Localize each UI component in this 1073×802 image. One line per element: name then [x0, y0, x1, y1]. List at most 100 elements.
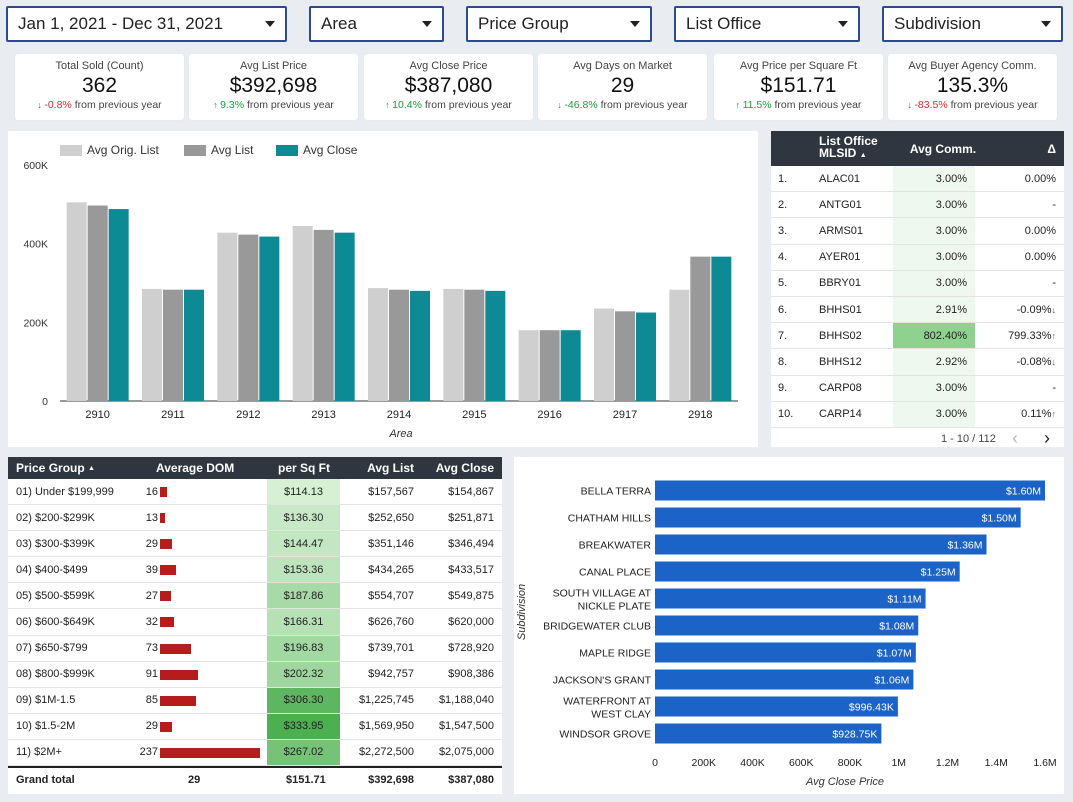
delta-cell: 0.00% — [1025, 245, 1056, 270]
legend-label: Avg List — [211, 143, 254, 157]
header-per-sq-ft[interactable]: per Sq Ft — [278, 461, 331, 475]
chevron-down-icon — [838, 21, 848, 27]
header-average-dom[interactable]: Average DOM — [156, 461, 235, 475]
kpi-title: Total Sold (Count) — [55, 60, 144, 72]
per-sqft: $333.95 — [267, 713, 340, 739]
area-filter[interactable]: Area — [309, 6, 444, 42]
bar — [655, 507, 1021, 528]
delta-value: -0.09% — [1016, 303, 1052, 316]
table-row[interactable]: 7. BHHS02 802.40% 799.33% ↑ — [771, 323, 1064, 350]
table-row[interactable]: 10. CARP14 3.00% 0.11% ↑ — [771, 401, 1064, 428]
office-id: ANTG01 — [819, 198, 862, 211]
y-tick-label: BELLA TERRA — [581, 486, 651, 498]
avg-comm: 3.00% — [893, 166, 975, 192]
kpi-title: Avg Price per Square Ft — [739, 60, 858, 72]
table-row[interactable]: 2. ANTG01 3.00% - — [771, 192, 1064, 219]
avg-close: $620,000 — [448, 616, 494, 629]
delta-cell: - — [1052, 192, 1056, 217]
x-axis-title: Area — [388, 428, 412, 440]
table-row[interactable]: 11) $2M+ 237 $267.02 $2,272,500 $2,075,000 — [8, 739, 502, 767]
bar — [464, 289, 485, 401]
kpi-title: Avg Days on Market — [573, 60, 672, 72]
subdivision-filter-label: Subdivision — [894, 14, 981, 33]
dom-value: 237 — [139, 746, 158, 759]
x-tick-label: 2916 — [537, 409, 561, 421]
delta-cell: - — [1052, 271, 1056, 296]
avg-comm: 3.00% — [893, 218, 975, 244]
kpi-delta-value: 9.3% — [220, 99, 245, 111]
kpi-delta-value: 10.4% — [392, 99, 422, 111]
kpi-card: Avg List Price $392,698 ↑ 9.3% from previo… — [189, 54, 358, 120]
avg-list: $554,707 — [368, 589, 414, 602]
bar — [410, 290, 430, 401]
table-row[interactable]: 04) $400-$499 39 $153.36 $434,265 $433,517 — [8, 557, 502, 584]
table-row[interactable]: 8. BHHS12 2.92% -0.08% ↓ — [771, 349, 1064, 376]
row-number: 1. — [778, 172, 788, 185]
bar — [655, 480, 1045, 501]
table-row[interactable]: 01) Under $199,999 16 $114.13 $157,567 $154,… — [8, 479, 502, 506]
area-filter-label: Area — [321, 14, 357, 33]
date-range-filter[interactable]: Jan 1, 2021 - Dec 31, 2021 — [6, 6, 287, 42]
bar — [443, 288, 464, 401]
header-price-group[interactable]: Price Group — [16, 461, 85, 475]
chevron-down-icon — [422, 21, 432, 27]
avg-close: $1,188,040 — [438, 694, 494, 707]
per-sqft: $187.86 — [267, 583, 340, 609]
avg-close: $728,920 — [448, 642, 494, 655]
header-mlsid[interactable]: MLSID — [819, 146, 857, 160]
kpi-value: $387,080 — [404, 74, 493, 97]
y-tick-label: NICKLE PLATE — [578, 601, 651, 613]
header-avg-list[interactable]: Avg List — [367, 461, 414, 475]
bar-data-label: $996.43K — [849, 702, 894, 714]
header-avg-comm[interactable]: Avg Comm. — [909, 141, 977, 156]
header-delta[interactable]: Δ — [1047, 141, 1056, 156]
y-tick-label: 0 — [42, 396, 48, 408]
office-id: BHHS12 — [819, 355, 862, 368]
table-row[interactable]: 07) $650-$799 73 $196.83 $739,701 $728,920 — [8, 635, 502, 662]
kpi-card: Avg Price per Square Ft $151.71 ↑ 11.5% fr… — [714, 54, 883, 120]
dom-bar — [160, 643, 191, 654]
table-row[interactable]: 08) $800-$999K 91 $202.32 $942,757 $908,386 — [8, 661, 502, 688]
table-row[interactable]: 02) $200-$299K 13 $136.30 $252,650 $251,871 — [8, 505, 502, 532]
bar — [655, 696, 898, 717]
price-group-filter[interactable]: Price Group — [466, 6, 652, 42]
bar-data-label: $1.06M — [874, 675, 909, 687]
next-page-icon[interactable]: › — [1044, 427, 1050, 448]
avg-list: $942,757 — [368, 668, 414, 681]
bar — [655, 642, 916, 663]
price-group-label: 03) $300-$399K — [16, 537, 95, 550]
table-row[interactable]: 06) $600-$649K 32 $166.31 $626,760 $620,000 — [8, 609, 502, 636]
table-row[interactable]: 6. BHHS01 2.91% -0.09% ↓ — [771, 296, 1064, 324]
avg-close: $346,494 — [448, 537, 494, 550]
kpi-delta-suffix: from previous year — [74, 99, 162, 111]
header-avg-close[interactable]: Avg Close — [435, 461, 494, 475]
y-tick-label: SOUTH VILLAGE AT — [553, 588, 652, 600]
subdivision-filter[interactable]: Subdivision — [882, 6, 1063, 42]
list-office-filter[interactable]: List Office — [674, 6, 860, 42]
prev-page-icon[interactable]: ‹ — [1012, 427, 1018, 448]
table-row[interactable]: 9. CARP08 3.00% - — [771, 375, 1064, 402]
sort-asc-icon: ▲ — [88, 464, 95, 472]
table-row[interactable]: 03) $300-$399K 29 $144.47 $351,146 $346,494 — [8, 531, 502, 558]
table-row[interactable]: 4. AYER01 3.00% 0.00% — [771, 244, 1064, 271]
office-id: BBRY01 — [819, 277, 861, 290]
table-row[interactable]: 3. ARMS01 3.00% 0.00% — [771, 218, 1064, 245]
bar — [655, 588, 926, 609]
dom-bar — [160, 721, 173, 732]
table-row[interactable]: 5. BBRY01 3.00% - — [771, 270, 1064, 297]
header-list-office[interactable]: List Office — [819, 134, 878, 148]
avg-list: $2,272,500 — [358, 746, 414, 759]
pagination-label: 1 - 10 / 112 — [941, 432, 996, 445]
per-sqft: $153.36 — [267, 557, 340, 583]
avg-comm: 3.00% — [893, 375, 975, 401]
dom-value: 85 — [145, 694, 158, 707]
bar — [217, 232, 238, 401]
table-row[interactable]: 1. ALAC01 3.00% 0.00% — [771, 166, 1064, 193]
bar — [389, 289, 409, 401]
kpi-delta-value: -0.8% — [44, 99, 72, 111]
table-row[interactable]: 09) $1M-1.5 85 $306.30 $1,225,745 $1,188,040 — [8, 687, 502, 714]
x-tick-label: 2913 — [311, 409, 335, 421]
price-group-table: Price Group ▲ Average DOM per Sq Ft Avg … — [8, 457, 502, 794]
table-row[interactable]: 10) $1.5-2M 29 $333.95 $1,569,950 $1,547,500 — [8, 713, 502, 740]
table-row[interactable]: 05) $500-$599K 27 $187.86 $554,707 $549,875 — [8, 583, 502, 610]
